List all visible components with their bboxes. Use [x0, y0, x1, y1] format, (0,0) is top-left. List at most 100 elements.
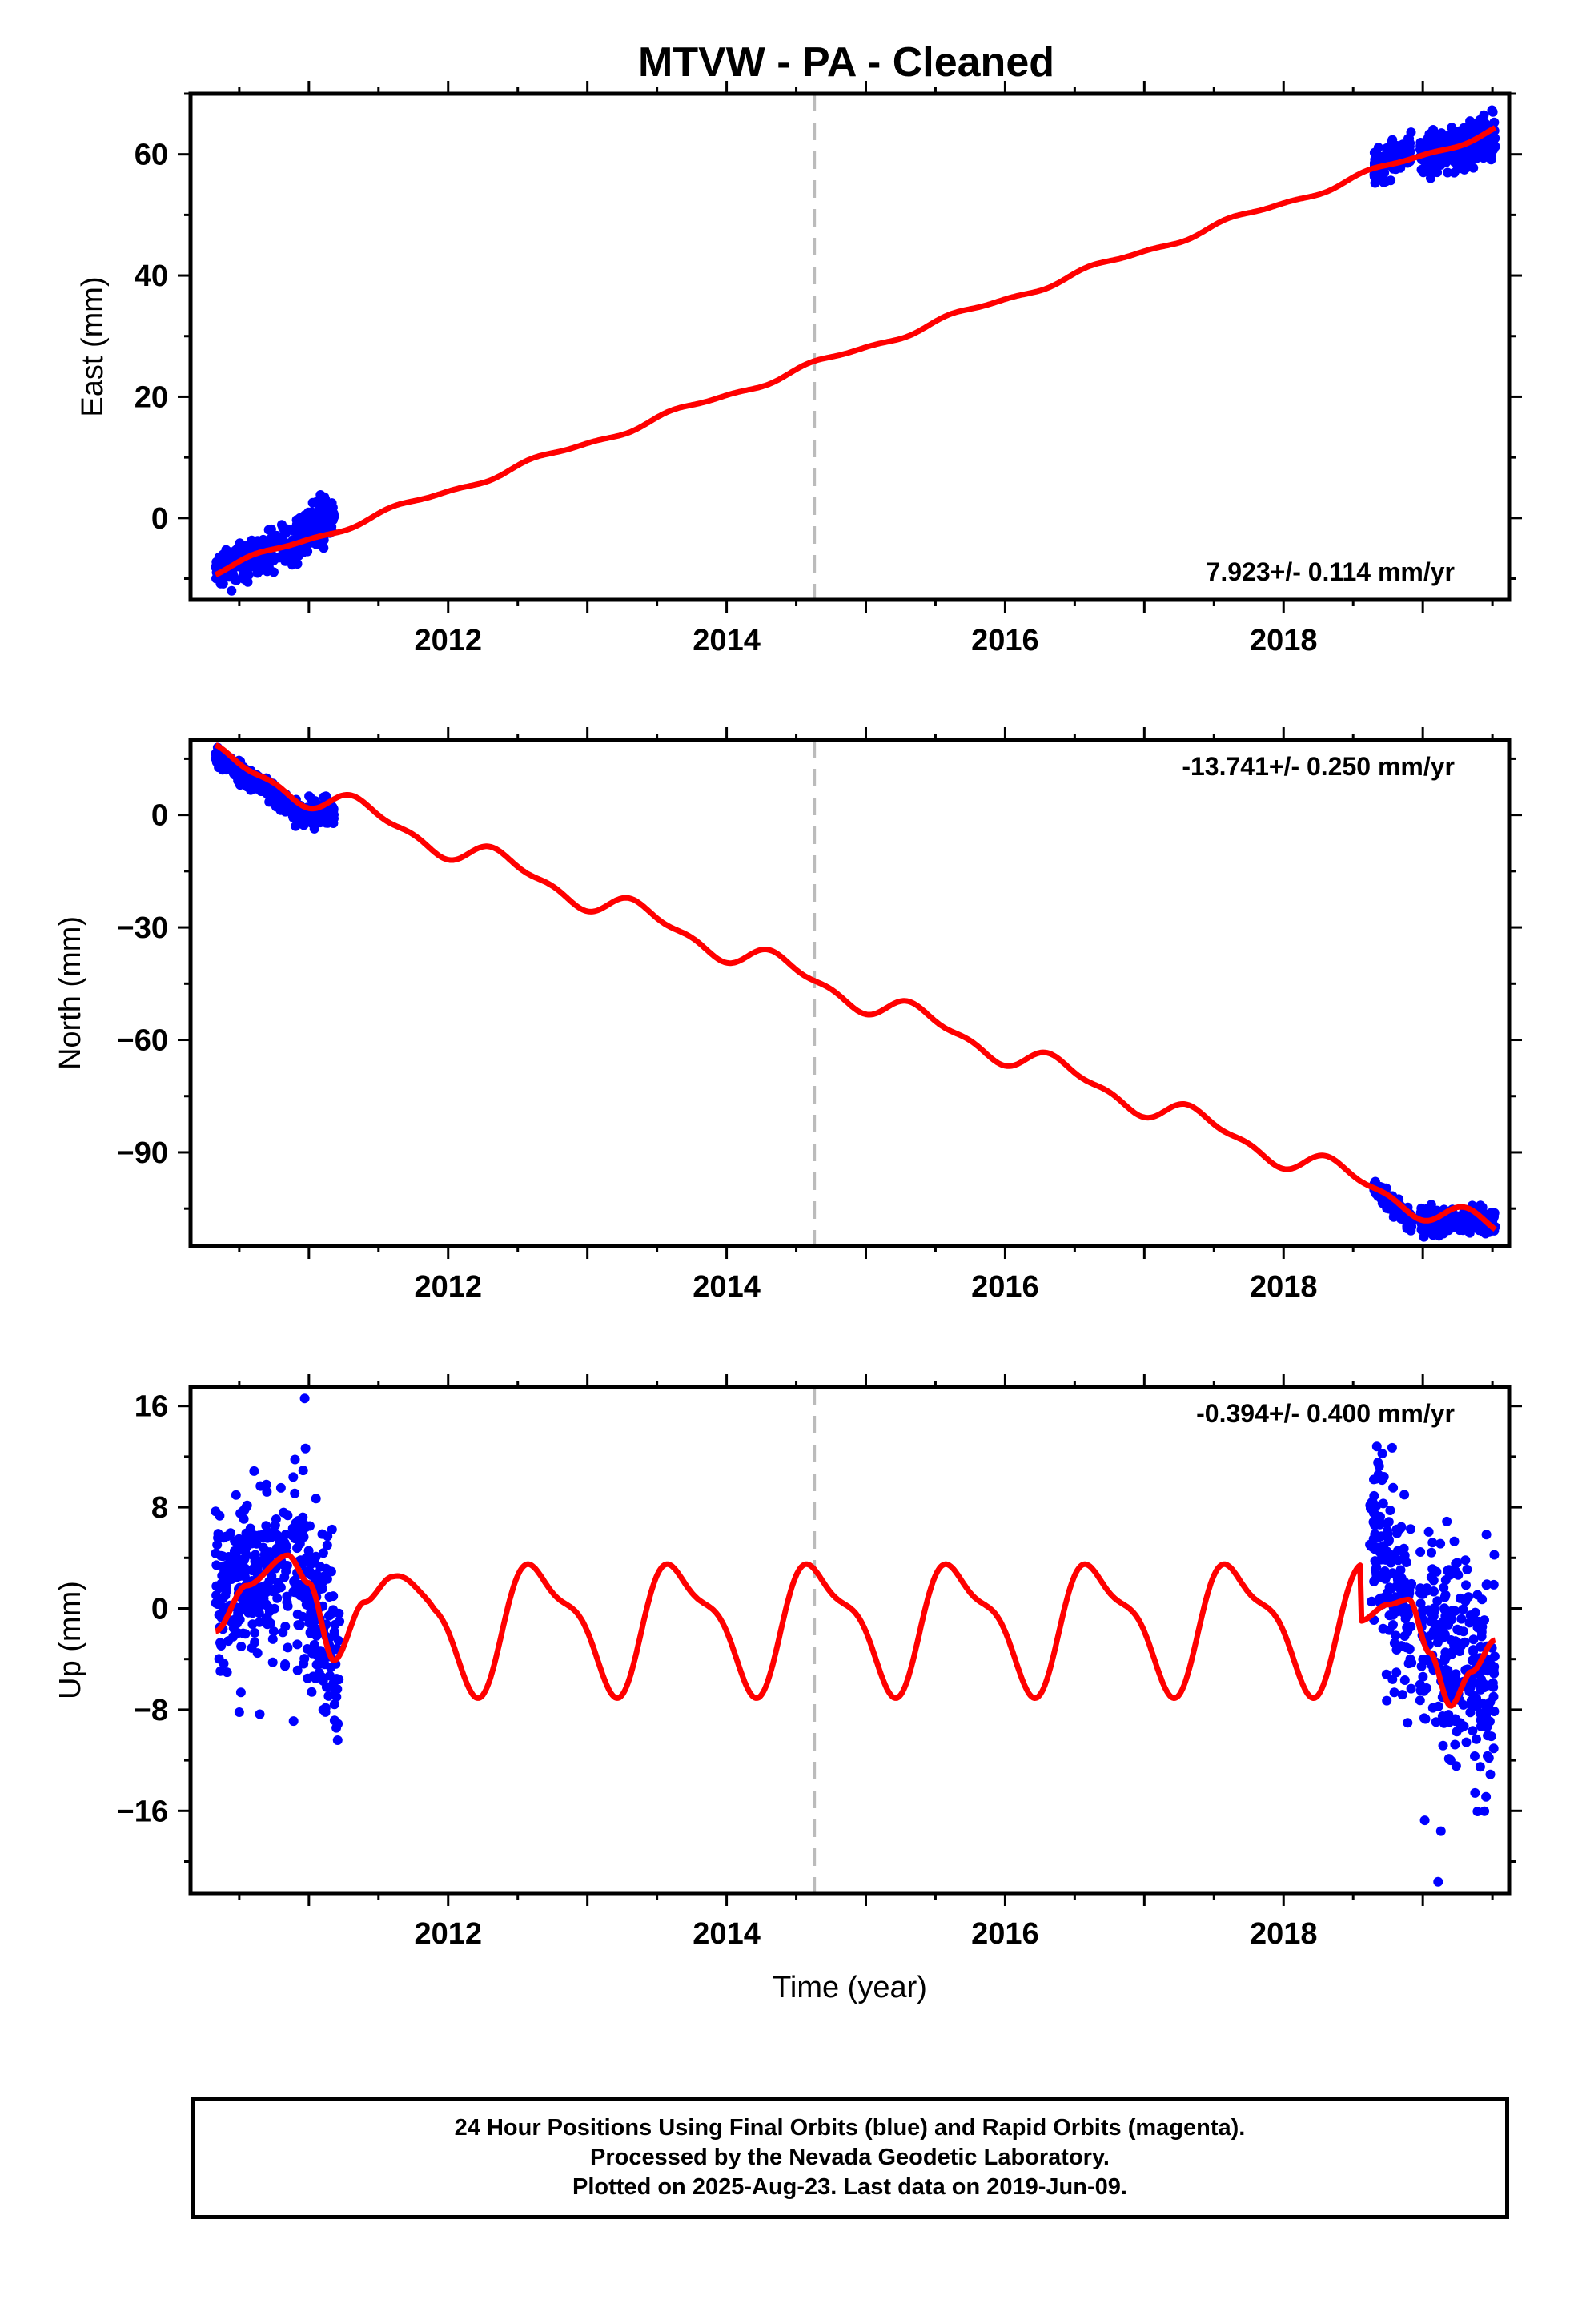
observation-point [288, 1586, 299, 1597]
panel-east: 2012 2014 2016 2018 0 20 40 60 East (mm) 7.923+/-… [76, 81, 1522, 657]
observation-point [1419, 138, 1429, 147]
observation-point [1433, 1876, 1443, 1887]
observation-point [298, 1512, 308, 1522]
observation-point [1488, 1579, 1499, 1590]
observation-point [1479, 1664, 1489, 1674]
observation-point [329, 1715, 339, 1726]
observation-point [275, 1482, 286, 1493]
observation-point [1477, 147, 1488, 158]
observation-point [1480, 1806, 1490, 1816]
observation-point [254, 541, 264, 551]
observation-point [1465, 1683, 1476, 1693]
observation-point [1377, 1449, 1387, 1459]
x-tick-label: 2014 [693, 1270, 761, 1304]
observation-point [1482, 1579, 1492, 1590]
observation-point [1424, 129, 1435, 139]
observation-point [215, 1666, 226, 1676]
observation-point [249, 1466, 259, 1476]
observation-point [327, 1524, 337, 1534]
y-tick-label: 0 [151, 799, 168, 833]
observation-point [1433, 135, 1443, 144]
observation-point [251, 1538, 262, 1549]
observation-point [292, 559, 303, 569]
observation-point [1415, 1695, 1425, 1706]
observation-point [1465, 1707, 1476, 1718]
observation-point [267, 786, 277, 796]
x-tick-label: 2018 [1250, 624, 1318, 657]
observation-point [260, 1554, 271, 1565]
observation-point [240, 1629, 251, 1639]
observation-point [261, 1613, 271, 1623]
observation-point [266, 1533, 276, 1543]
observation-point [318, 519, 328, 529]
observation-point [325, 1671, 335, 1681]
observation-point [332, 1735, 343, 1745]
plot-area [211, 1393, 1500, 1887]
observation-point [1468, 1726, 1478, 1736]
observation-point [1461, 1580, 1471, 1590]
observation-point [1402, 1589, 1412, 1599]
y-tick-label: 0 [151, 502, 168, 536]
y-tick-label: −8 [134, 1694, 168, 1727]
observation-point [214, 1654, 224, 1664]
observation-point [326, 1566, 336, 1577]
observation-point [223, 1636, 234, 1647]
observation-point [1483, 1731, 1493, 1741]
observation-point [271, 1548, 281, 1558]
observation-point [1475, 1762, 1485, 1772]
observation-point [331, 1723, 342, 1733]
observation-point [329, 1699, 339, 1710]
observation-point [235, 1687, 246, 1698]
observation-point [1399, 1550, 1410, 1561]
observation-point [234, 1707, 244, 1718]
observation-point [321, 1682, 331, 1692]
observation-point [228, 1572, 239, 1582]
observation-point [1387, 1442, 1397, 1453]
observation-point [1397, 1690, 1407, 1700]
observation-point [260, 1548, 271, 1558]
observation-point [314, 1667, 324, 1678]
observation-point [1376, 1554, 1387, 1565]
observation-point [1427, 1538, 1438, 1548]
footer-line-orbits: 24 Hour Positions Using Final Orbits (bl… [454, 2115, 1246, 2141]
observation-point [318, 1548, 328, 1558]
observation-point [223, 758, 234, 768]
observation-point [1385, 1506, 1395, 1515]
observation-point [311, 1659, 322, 1670]
observation-point [267, 1657, 278, 1667]
observation-point [1476, 1684, 1486, 1695]
observation-point [231, 1490, 241, 1500]
x-tick-label: 2018 [1250, 1270, 1318, 1304]
observation-point [212, 1540, 223, 1550]
observation-point [251, 1550, 260, 1560]
observation-point [1365, 1539, 1375, 1550]
observation-point [1460, 1555, 1471, 1566]
observation-point [1429, 1606, 1439, 1616]
observation-point [230, 770, 240, 780]
observation-point [1373, 1458, 1383, 1468]
observation-point [1384, 1610, 1395, 1621]
observation-point [239, 1514, 249, 1524]
observation-point [268, 1626, 279, 1637]
observation-point [1476, 123, 1486, 133]
footer-line-processor: Processed by the Nevada Geodetic Laborat… [590, 2145, 1110, 2170]
observation-point [253, 1606, 263, 1617]
observation-point [329, 1626, 339, 1637]
observation-point [227, 585, 237, 596]
plot-area [211, 742, 1500, 1242]
observation-point [233, 1610, 243, 1620]
observation-point [1439, 1592, 1450, 1602]
observation-point [247, 1597, 257, 1607]
plot-area [211, 105, 1500, 596]
observation-point [292, 1665, 303, 1675]
observation-point [241, 1502, 251, 1513]
observation-point [1405, 1654, 1415, 1664]
observation-point [1450, 1739, 1460, 1750]
observation-point [283, 1510, 293, 1521]
observation-point [301, 1599, 311, 1610]
x-tick-label: 2014 [693, 1917, 761, 1951]
observation-point [262, 1486, 272, 1497]
observation-point [302, 513, 311, 523]
observation-point [1399, 1675, 1410, 1685]
